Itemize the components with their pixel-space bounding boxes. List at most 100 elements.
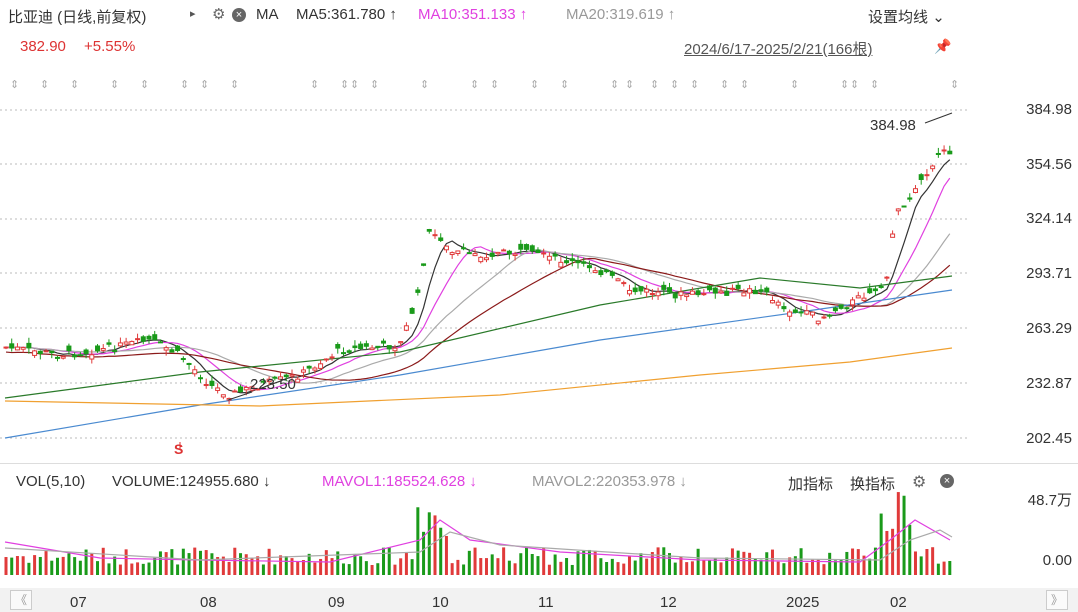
candle-body <box>884 276 890 279</box>
switch-indicator-button[interactable]: 换指标 <box>850 476 896 493</box>
volume-bar <box>736 550 740 575</box>
volume-bar <box>610 558 614 575</box>
candle-body <box>850 299 856 306</box>
candle-body <box>20 347 26 350</box>
volume-bar <box>627 555 631 575</box>
candle-body <box>192 369 198 375</box>
candle-body <box>175 345 181 351</box>
candle-body <box>77 354 83 357</box>
candle-body <box>506 250 512 255</box>
event-marker: ⇕ <box>180 79 189 91</box>
volume-bar <box>496 558 500 575</box>
volume-bar <box>4 557 8 575</box>
x-axis-label: 2025 <box>786 594 820 611</box>
volume-bar <box>118 564 122 575</box>
candle-body <box>421 263 427 266</box>
candle-body <box>924 174 930 177</box>
candle-body <box>758 289 764 292</box>
kline-chart[interactable]: ⇕ ⇕ ⇕ ⇕ ⇕ ⇕ ⇕ ⇕ ⇕ ⇕ ⇕ ⇕ ⇕ ⇕ ⇕ ⇕ ⇕ ⇕ ⇕ ⇕ ⇕ ⇕ ⇕ ⇕ ⇕ ⇕ ⇕ ⇕ ⇕ <box>0 60 1078 588</box>
volume-bar <box>782 563 786 575</box>
candle-body <box>415 289 421 293</box>
volume-bar <box>690 561 694 575</box>
volume-bar <box>393 564 397 575</box>
volume-bar <box>296 561 300 575</box>
volume-bars <box>4 492 952 575</box>
volume-bar <box>805 562 809 575</box>
volume-bar <box>376 563 380 575</box>
volume-bar <box>158 551 162 575</box>
volume-bar <box>124 549 128 575</box>
candle-body <box>752 290 758 295</box>
candle-body <box>95 345 101 352</box>
candle-body <box>43 350 49 353</box>
candle-body <box>238 386 244 393</box>
candle-body <box>832 307 838 312</box>
date-range-link[interactable]: 2024/6/17-2025/2/21(166根) <box>684 41 873 58</box>
volume-bar <box>656 547 660 575</box>
volume-bar <box>576 551 580 575</box>
candle-body <box>266 378 272 383</box>
volume-bar <box>153 557 157 575</box>
candle-body <box>203 384 209 387</box>
x-axis-label: 02 <box>890 594 907 611</box>
candle-body <box>283 374 289 378</box>
candle-body <box>535 249 541 254</box>
candle-body <box>369 347 375 351</box>
candle-body <box>495 251 501 255</box>
candle-body <box>769 299 775 304</box>
volume-bar <box>204 550 208 575</box>
pin-icon[interactable]: 📌 <box>934 38 952 54</box>
candle-body <box>787 311 793 317</box>
candle-body <box>655 291 661 297</box>
volume-bar <box>210 553 214 575</box>
x-axis-label: 08 <box>200 594 217 611</box>
candle-body <box>249 386 255 391</box>
volume-bar <box>176 564 180 575</box>
ma30-line <box>5 257 951 381</box>
volume-bar <box>38 556 42 575</box>
candle-body <box>466 252 472 255</box>
signal-s-marker[interactable]: S <box>174 441 184 457</box>
volume-bar <box>668 553 672 575</box>
volume-bar <box>942 561 946 575</box>
chart-annotations <box>179 112 953 450</box>
candle-body <box>49 350 55 354</box>
expand-triangle-icon[interactable]: ▸ <box>190 8 196 20</box>
candle-body <box>707 285 713 291</box>
candle-body <box>318 363 324 369</box>
add-indicator-button[interactable]: 加指标 <box>788 476 834 493</box>
time-scrollbar[interactable] <box>0 588 1078 612</box>
candle-body <box>855 295 861 299</box>
last-price: 382.90 <box>20 38 66 55</box>
candle-body <box>575 260 581 264</box>
candle-body <box>741 292 747 297</box>
candle-body <box>695 290 701 296</box>
candle-body <box>438 237 444 241</box>
candle-body <box>558 261 564 268</box>
volume-bar <box>536 556 540 575</box>
scroll-right-button[interactable]: 》 <box>1046 590 1068 610</box>
candle-body <box>197 377 203 380</box>
x-axis-label: 11 <box>538 594 554 611</box>
settings-ma-button[interactable]: 设置均线 ⌄ <box>868 9 945 26</box>
scroll-left-button[interactable]: 《 <box>10 590 32 610</box>
volume-bar <box>793 556 797 575</box>
candle-body <box>512 253 518 256</box>
mavol2-down-icon: ↓ <box>679 473 687 490</box>
candle-body <box>9 343 15 349</box>
close-icon[interactable]: × <box>940 474 954 488</box>
volume-bar <box>27 562 31 575</box>
gear-icon[interactable]: ⚙ <box>912 474 927 491</box>
volume-bar <box>519 553 523 575</box>
volume-bar <box>685 562 689 575</box>
high-arrow-line <box>924 112 953 124</box>
volume-bar <box>307 553 311 575</box>
close-icon[interactable]: × <box>232 8 246 22</box>
candle-body <box>455 250 461 255</box>
candle-body <box>518 243 524 250</box>
candle-body <box>340 352 346 355</box>
volume-bar <box>387 547 391 575</box>
volume-bar <box>650 552 654 575</box>
volume-bar <box>479 558 483 575</box>
gear-icon[interactable]: ⚙ <box>212 6 226 23</box>
